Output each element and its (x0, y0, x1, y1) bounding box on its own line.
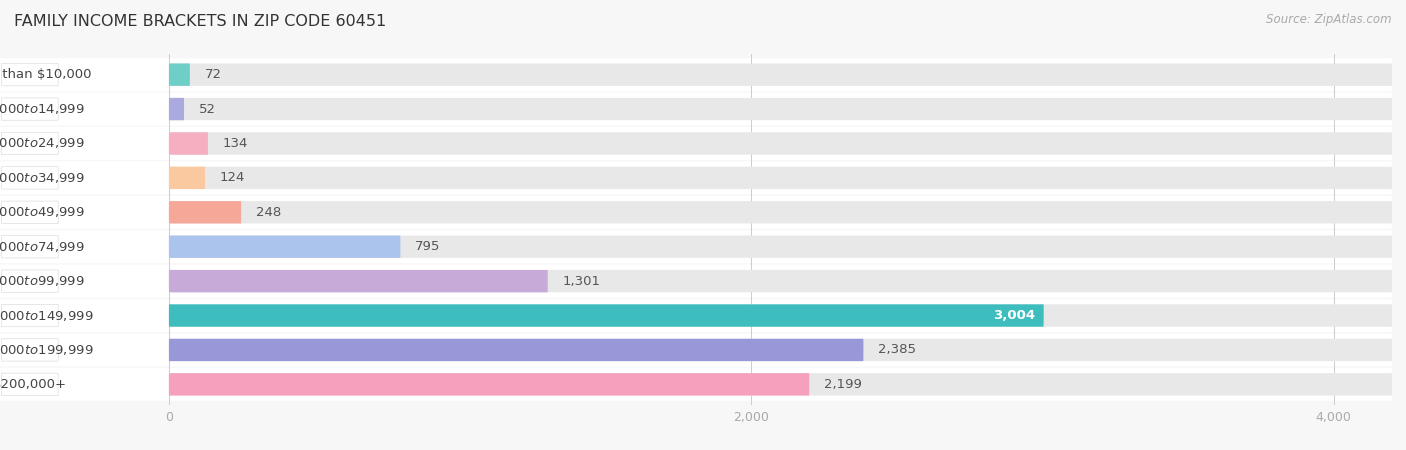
FancyBboxPatch shape (169, 373, 810, 396)
FancyBboxPatch shape (169, 373, 1392, 396)
Text: 248: 248 (256, 206, 281, 219)
FancyBboxPatch shape (169, 235, 1392, 258)
FancyBboxPatch shape (169, 339, 1392, 361)
FancyBboxPatch shape (169, 132, 1392, 155)
FancyBboxPatch shape (0, 127, 1392, 160)
Text: $100,000 to $149,999: $100,000 to $149,999 (0, 309, 93, 323)
FancyBboxPatch shape (0, 162, 1392, 194)
Text: $35,000 to $49,999: $35,000 to $49,999 (0, 205, 84, 219)
FancyBboxPatch shape (0, 58, 1392, 91)
FancyBboxPatch shape (169, 63, 1392, 86)
FancyBboxPatch shape (1, 98, 58, 120)
FancyBboxPatch shape (169, 98, 184, 120)
FancyBboxPatch shape (1, 304, 58, 327)
Text: 1,301: 1,301 (562, 274, 600, 288)
FancyBboxPatch shape (1, 270, 58, 292)
FancyBboxPatch shape (169, 270, 548, 292)
Text: 52: 52 (198, 103, 215, 116)
Text: $25,000 to $34,999: $25,000 to $34,999 (0, 171, 84, 185)
FancyBboxPatch shape (169, 235, 401, 258)
FancyBboxPatch shape (1, 63, 58, 86)
FancyBboxPatch shape (0, 93, 1392, 126)
Text: $150,000 to $199,999: $150,000 to $199,999 (0, 343, 93, 357)
FancyBboxPatch shape (169, 132, 208, 155)
FancyBboxPatch shape (0, 299, 1392, 332)
FancyBboxPatch shape (169, 201, 1392, 224)
Text: 795: 795 (415, 240, 440, 253)
FancyBboxPatch shape (0, 230, 1392, 263)
Text: $15,000 to $24,999: $15,000 to $24,999 (0, 136, 84, 150)
FancyBboxPatch shape (169, 166, 205, 189)
Text: 124: 124 (219, 171, 245, 184)
FancyBboxPatch shape (169, 304, 1392, 327)
FancyBboxPatch shape (0, 333, 1392, 366)
FancyBboxPatch shape (0, 265, 1392, 297)
FancyBboxPatch shape (169, 63, 190, 86)
Text: 2,385: 2,385 (877, 343, 915, 356)
FancyBboxPatch shape (1, 132, 58, 155)
Text: 72: 72 (204, 68, 221, 81)
FancyBboxPatch shape (1, 166, 58, 189)
Text: $50,000 to $74,999: $50,000 to $74,999 (0, 240, 84, 254)
FancyBboxPatch shape (1, 373, 58, 396)
FancyBboxPatch shape (1, 201, 58, 224)
FancyBboxPatch shape (0, 368, 1392, 401)
FancyBboxPatch shape (169, 270, 1392, 292)
FancyBboxPatch shape (1, 339, 58, 361)
Text: $200,000+: $200,000+ (0, 378, 67, 391)
Text: $10,000 to $14,999: $10,000 to $14,999 (0, 102, 84, 116)
FancyBboxPatch shape (169, 201, 240, 224)
FancyBboxPatch shape (1, 235, 58, 258)
Text: 3,004: 3,004 (993, 309, 1035, 322)
FancyBboxPatch shape (0, 196, 1392, 229)
Text: Less than $10,000: Less than $10,000 (0, 68, 91, 81)
FancyBboxPatch shape (169, 166, 1392, 189)
FancyBboxPatch shape (169, 98, 1392, 120)
Text: $75,000 to $99,999: $75,000 to $99,999 (0, 274, 84, 288)
FancyBboxPatch shape (169, 304, 1043, 327)
Text: 134: 134 (222, 137, 247, 150)
Text: Source: ZipAtlas.com: Source: ZipAtlas.com (1267, 14, 1392, 27)
FancyBboxPatch shape (169, 339, 863, 361)
Text: 2,199: 2,199 (824, 378, 862, 391)
Text: FAMILY INCOME BRACKETS IN ZIP CODE 60451: FAMILY INCOME BRACKETS IN ZIP CODE 60451 (14, 14, 387, 28)
